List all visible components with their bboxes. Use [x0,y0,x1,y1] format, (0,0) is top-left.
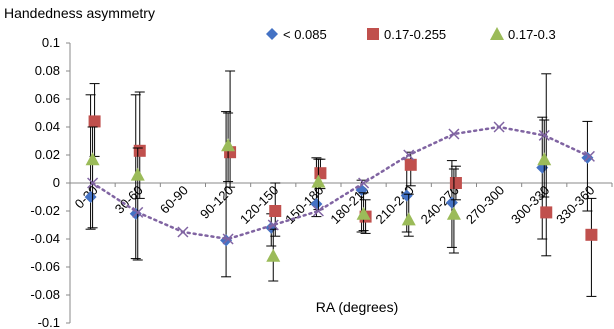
point-stroke [132,206,144,218]
y-tick-label: -0.08 [30,287,60,302]
data-point [540,206,553,219]
legend-label: 0.17-0.255 [384,27,446,42]
data-point [222,233,234,245]
point-stroke [222,233,234,245]
point-stroke [493,121,505,133]
data-point [400,189,413,202]
x-tick-label: 120-150 [237,183,281,227]
y-tick-label: -0.1 [38,315,60,329]
data-point [401,212,416,226]
point-stroke [403,149,415,161]
data-point [404,158,417,171]
data-point [585,228,598,241]
y-axis-title: Handedness asymmetry [4,5,155,21]
legend-label: 0.17-0.3 [508,27,556,42]
point-stroke [583,150,595,162]
data-point [403,149,415,161]
data-point [493,121,505,133]
data-point [85,152,100,166]
point-stroke [358,177,370,189]
y-tick-label: 0.02 [35,147,60,162]
data-point [269,205,282,217]
data-point [88,115,101,128]
y-tick-label: -0.06 [30,259,60,274]
series-model [87,121,595,245]
series-line [91,125,591,241]
data-point [221,138,236,152]
data-point [312,205,324,217]
data-point [132,206,144,218]
data-point [448,128,460,140]
data-point [87,177,99,189]
y-tick-label: 0.1 [42,35,60,50]
x-tick-label: 90-120 [197,183,236,222]
legend: < 0.085 0.17-0.255 0.17-0.3 [266,27,556,42]
data-point [446,206,461,220]
x-axis-title: RA (degrees) [316,299,398,315]
legend-marker [490,27,504,40]
y-tick-label: -0.02 [30,203,60,218]
y-tick-label: 0.08 [35,63,60,78]
legend-marker [266,28,278,40]
data-point [311,174,326,188]
plot-area: 0.1 0.08 0.06 0.04 0.02 0 -0.02 -0.04 -0.06 -0.08… [30,35,613,329]
y-tick-label: 0.04 [35,119,60,134]
x-tick-label: 330-360 [553,183,597,227]
data-point [267,219,279,231]
x-tick-label: 270-300 [463,183,507,227]
data-point [537,152,552,166]
legend-label: < 0.085 [283,27,327,42]
data-point [177,226,189,238]
point-stroke [267,219,279,231]
y-tick-label: 0 [53,175,60,190]
data-point [266,248,281,262]
data-point [84,191,97,203]
data-point [356,206,371,220]
data-point [358,177,370,189]
data-point [314,167,327,180]
y-tick-label: 0.06 [35,91,60,106]
y-tick-label: -0.04 [30,231,60,246]
series--0-085 [84,94,594,278]
series-0-17-0-255 [88,70,598,297]
x-tick-label: 60-90 [157,183,191,217]
legend-marker [367,28,379,40]
point-stroke [448,128,460,140]
point-stroke [538,129,550,141]
data-point [449,177,462,189]
data-point [130,167,145,181]
x-tick-label: 300-330 [508,183,552,227]
data-point [538,129,550,141]
data-point [133,144,146,157]
point-stroke [177,226,189,238]
data-point [583,150,595,162]
point-stroke [87,177,99,189]
point-stroke [312,205,324,217]
